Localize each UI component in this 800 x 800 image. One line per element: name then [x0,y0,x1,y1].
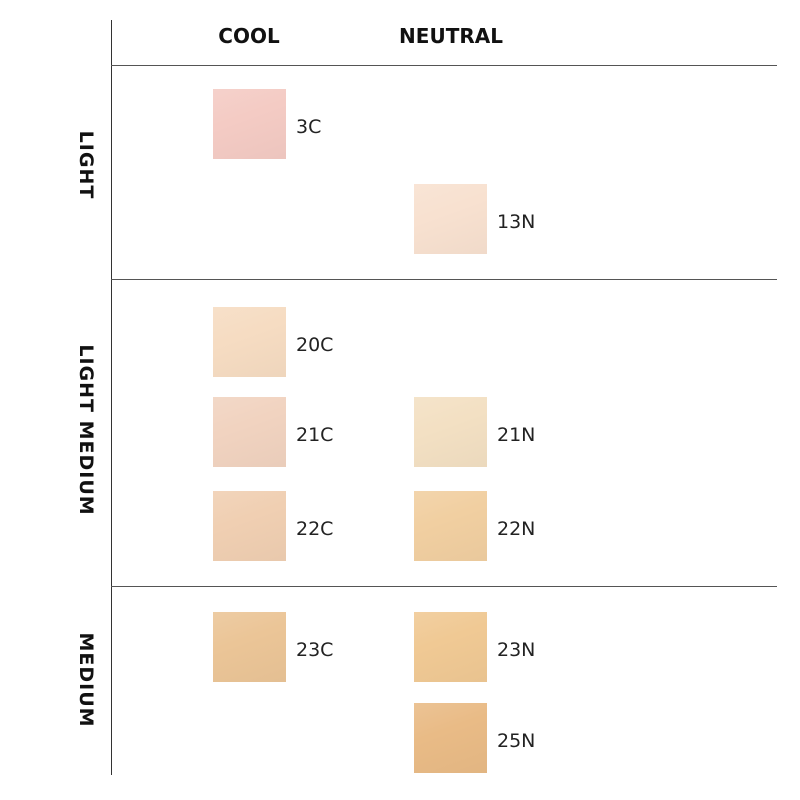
swatch [213,612,286,682]
swatch-label: 13N [497,211,536,233]
divider [111,279,777,280]
swatch [213,307,286,377]
swatch [414,612,487,682]
swatch-label: 23C [296,639,334,661]
swatch [414,491,487,561]
divider [111,65,777,66]
swatch [414,397,487,467]
swatch-label: 25N [497,730,536,752]
row-label: LIGHT MEDIUM [75,344,97,516]
swatch [414,703,487,773]
divider [111,586,777,587]
row-label: MEDIUM [75,632,97,728]
swatch-label: 22N [497,518,536,540]
row-label: LIGHT [75,130,97,200]
swatch-label: 3C [296,116,322,138]
swatch [414,184,487,254]
swatch-label: 20C [296,334,334,356]
swatch-label: 21N [497,424,536,446]
swatch-label: 21C [296,424,334,446]
column-header: COOL [218,24,280,48]
divider [111,20,112,775]
swatch [213,89,286,159]
swatch [213,397,286,467]
column-header: NEUTRAL [399,24,503,48]
swatch-label: 23N [497,639,536,661]
swatch [213,491,286,561]
swatch-label: 22C [296,518,334,540]
